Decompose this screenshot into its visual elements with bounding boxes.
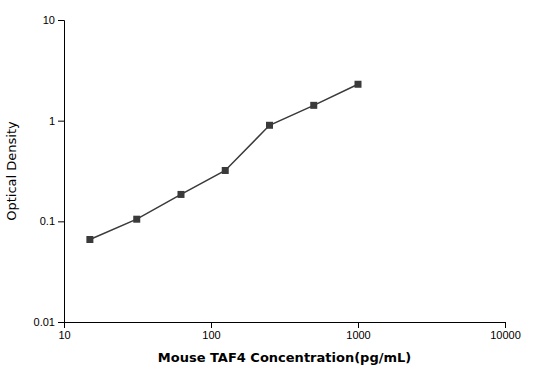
point: [310, 102, 317, 109]
y-tick: 0.1: [40, 215, 64, 227]
point: [86, 236, 93, 243]
y-tick: 10: [43, 14, 64, 26]
x-tick: 10: [58, 322, 70, 341]
chart: 10 100 1000 10000 0.01 0.1 1 10 Mouse TAF4 Conce…: [0, 0, 533, 372]
x-tick-label: 100: [202, 329, 220, 341]
x-tick-mark: [505, 322, 506, 328]
y-tick-label: 1: [49, 115, 55, 127]
y-tick-mark: [58, 322, 64, 323]
x-tick-label: 10: [58, 329, 70, 341]
marks: [86, 81, 361, 243]
x-tick-mark: [358, 322, 359, 328]
x-axis-title: Mouse TAF4 Concentration(pg/mL): [158, 350, 411, 365]
y-axis-line: [58, 21, 65, 323]
x-axis-line: [65, 323, 506, 329]
x-tick: 10000: [490, 322, 521, 341]
x-axis: 10 100 1000 10000: [58, 322, 520, 341]
y-tick-label: 0.01: [34, 316, 55, 328]
point: [177, 191, 184, 198]
line: [90, 84, 358, 239]
x-tick-label: 10000: [490, 329, 521, 341]
point: [133, 216, 140, 223]
y-tick-mark: [58, 221, 64, 222]
y-axis-title: Optical Density: [4, 121, 19, 221]
y-tick-mark: [58, 121, 64, 122]
x-tick: 100: [202, 322, 220, 341]
y-axis: 0.01 0.1 1 10: [34, 14, 65, 328]
x-tick: 1000: [346, 322, 370, 341]
plot-area: 10 100 1000 10000 0.01 0.1 1 10: [34, 14, 521, 341]
point: [266, 122, 273, 129]
x-tick-mark: [211, 322, 212, 328]
y-tick-mark: [58, 20, 64, 21]
point: [355, 81, 362, 88]
x-tick-label: 1000: [346, 329, 370, 341]
y-tick-label: 0.1: [40, 215, 55, 227]
y-tick-label: 10: [43, 14, 55, 26]
y-tick: 0.01: [34, 316, 64, 328]
y-tick: 1: [49, 115, 64, 127]
point: [222, 167, 229, 174]
